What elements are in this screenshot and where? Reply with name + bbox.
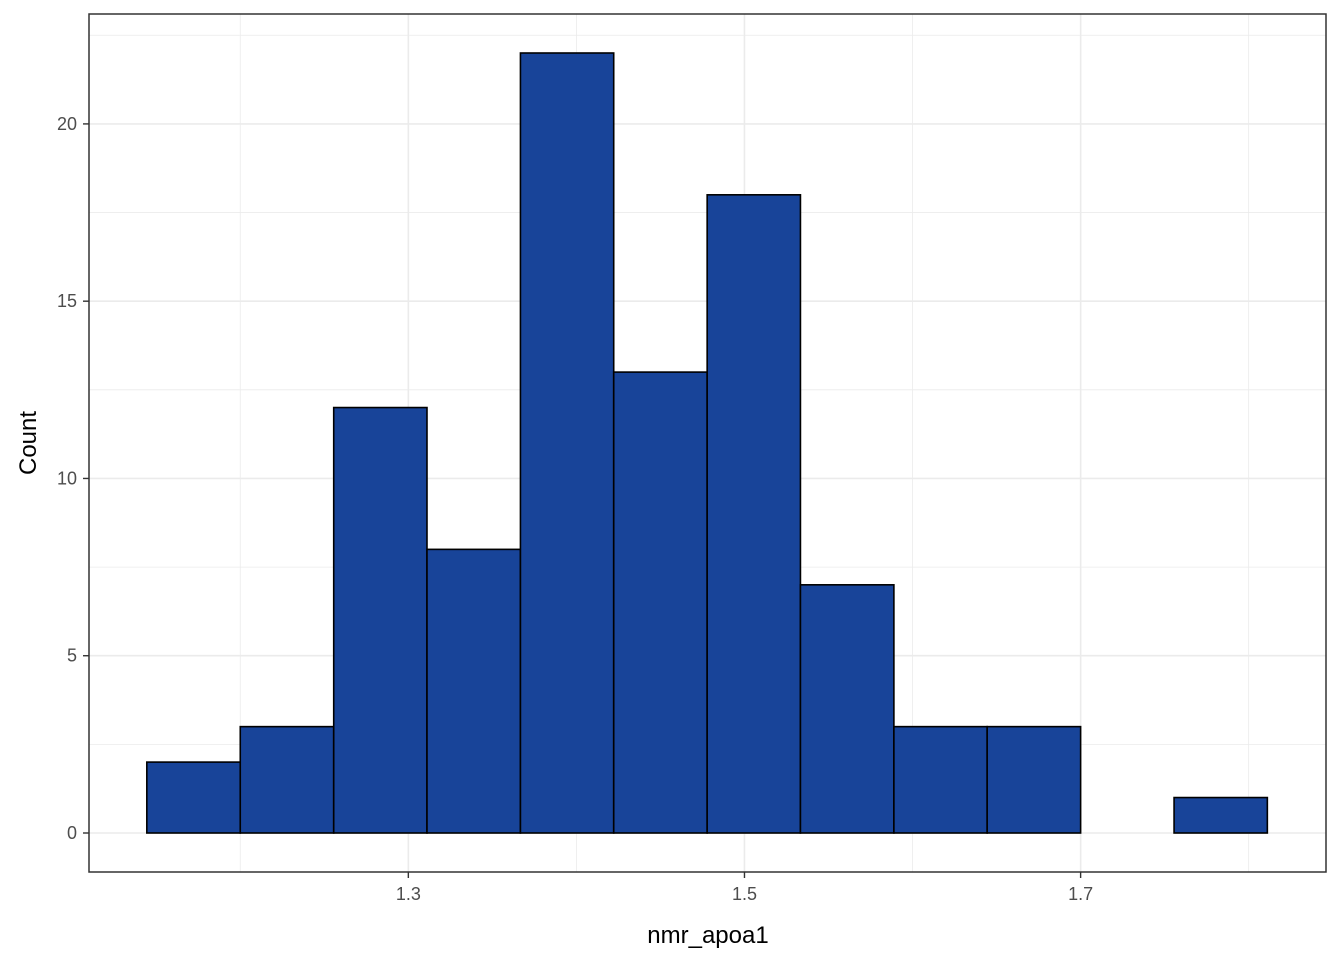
y-tick-label: 20 <box>57 114 77 134</box>
x-axis-title: nmr_apoa1 <box>647 922 768 949</box>
y-tick-label: 15 <box>57 291 77 311</box>
histogram-bar <box>146 761 242 834</box>
histogram-bar <box>1173 796 1269 834</box>
histogram-bar <box>706 194 802 834</box>
x-tick-label: 1.3 <box>396 884 421 904</box>
y-axis-title: Count <box>15 411 42 475</box>
histogram-bar <box>332 406 428 834</box>
x-tick-label: 1.5 <box>732 884 757 904</box>
y-tick-label: 5 <box>67 646 77 666</box>
y-tick-label: 0 <box>67 823 77 843</box>
axis-ticks: 0 5 10 15 20 1.3 1.5 1.7 <box>57 114 1093 904</box>
histogram-bar <box>893 725 988 834</box>
histogram-bar <box>519 52 615 834</box>
histogram-bar <box>239 725 335 834</box>
y-tick-label: 10 <box>57 468 77 488</box>
panel-border <box>88 13 1327 873</box>
histogram-bar <box>799 584 895 834</box>
histogram-bar <box>986 725 1082 834</box>
histogram-bar <box>612 371 708 834</box>
histogram-bar <box>426 548 522 834</box>
x-tick-label: 1.7 <box>1068 884 1093 904</box>
histogram-bars <box>146 52 1269 834</box>
